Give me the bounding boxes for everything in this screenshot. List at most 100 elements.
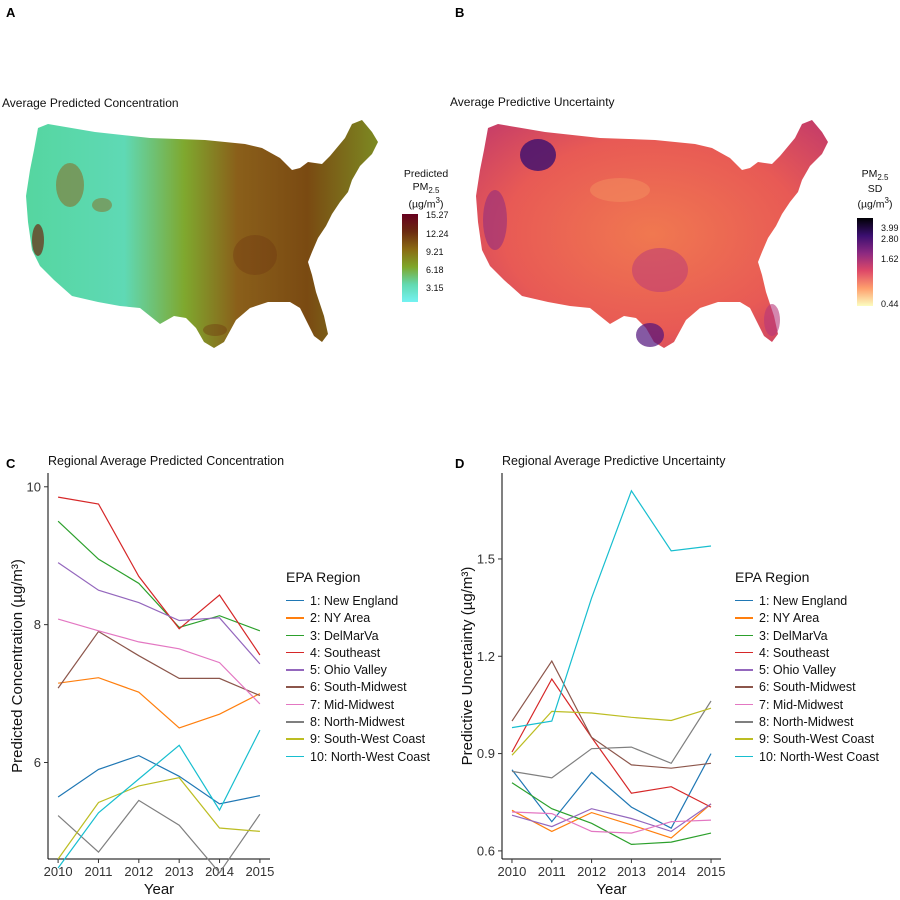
colorbar-b-title-line3: (µg/m3) bbox=[852, 196, 898, 212]
series-line bbox=[511, 677, 712, 808]
x-tick-label: 2012 bbox=[577, 864, 606, 879]
legend-label: 1: New England bbox=[310, 594, 399, 608]
legend-label: 9: South-West Coast bbox=[759, 732, 875, 747]
colorbar-a-title-line2: PM2.5 bbox=[398, 181, 454, 196]
legend-label: 9: South-West Coast bbox=[310, 732, 426, 747]
colorbar-b-tick: 3.99 bbox=[881, 223, 899, 233]
legend-item: 5: Ohio Valley bbox=[735, 662, 895, 679]
panel-letter-a: A bbox=[6, 5, 16, 20]
legend-item: 4: Southeast bbox=[735, 645, 895, 662]
series-line bbox=[511, 659, 712, 769]
legend-swatch bbox=[286, 651, 304, 654]
map-a-title: Average Predicted Concentration bbox=[2, 96, 179, 110]
map-b-title: Average Predictive Uncertainty bbox=[450, 95, 615, 109]
legend-swatch bbox=[735, 651, 753, 654]
x-tick-label: 2011 bbox=[538, 864, 566, 879]
legend-item: 2: NY Area bbox=[735, 610, 895, 627]
legend-label: 7: Mid-Midwest bbox=[310, 697, 395, 712]
legend-swatch bbox=[286, 617, 304, 619]
series-line bbox=[57, 630, 261, 697]
legend-item: 6: South-Midwest bbox=[286, 679, 446, 696]
colorbar-b-title-line1: PM2.5 bbox=[852, 168, 898, 183]
legend-c-title: EPA Region bbox=[286, 569, 361, 585]
legend-label: 4: Southeast bbox=[310, 645, 381, 660]
y-axis-title: Predictive Uncertainty (µg/m³) bbox=[459, 567, 476, 766]
chart-predicted-concentration: 2010 2011 2012 2013 2014 2015 6 8 10 Year Predicte… bbox=[9, 473, 274, 898]
legend-swatch bbox=[735, 721, 753, 723]
legend-swatch bbox=[286, 599, 304, 602]
legend-label: 10: North-West Coast bbox=[759, 749, 879, 764]
colorbar-b-pm: PM bbox=[861, 168, 878, 180]
colorbar-a-unit: (µg/m bbox=[408, 198, 436, 211]
legend-label: 5: Ohio Valley bbox=[310, 663, 387, 678]
legend-label: 10: North-West Coast bbox=[310, 749, 430, 764]
x-axis-title: Year bbox=[596, 881, 626, 898]
legend-label: 4: Southeast bbox=[759, 645, 830, 660]
colorbar-b-gradient bbox=[857, 218, 873, 306]
x-tick-label: 2014 bbox=[205, 864, 234, 879]
legend-item: 6: South-Midwest bbox=[735, 679, 895, 696]
legend-item: 10: North-West Coast bbox=[286, 749, 446, 766]
legend-item: 1: New England bbox=[286, 593, 446, 610]
colorbar-b-close: ) bbox=[889, 198, 893, 211]
legend-swatch bbox=[735, 738, 753, 740]
colorbar-b-title: PM2.5 SD (µg/m3) bbox=[852, 168, 898, 212]
x-tick-label: 2014 bbox=[657, 864, 686, 879]
series-line bbox=[57, 618, 261, 705]
colorbar-b-unit: (µg/m bbox=[857, 198, 885, 211]
x-tick-label: 2011 bbox=[84, 864, 112, 879]
legend-label: 2: NY Area bbox=[310, 611, 371, 626]
legend-label: 6: South-Midwest bbox=[310, 680, 407, 695]
y-tick-label: 1.5 bbox=[477, 551, 495, 566]
colorbar-a-tick: 12.24 bbox=[426, 229, 449, 239]
colorbar-a-gradient bbox=[402, 214, 418, 302]
series-line bbox=[511, 707, 712, 756]
legend-swatch bbox=[286, 686, 304, 688]
legend-swatch bbox=[735, 617, 753, 619]
colorbar-b-ticks: 3.99 2.80 1.62 0.44 bbox=[875, 218, 900, 309]
y-tick-label: 8 bbox=[34, 617, 41, 632]
x-tick-label: 2010 bbox=[44, 864, 73, 879]
legend-swatch bbox=[735, 755, 753, 758]
legend-item: 8: North-Midwest bbox=[286, 714, 446, 731]
chart-predictive-uncertainty: 2010 2011 2012 2013 2014 2015 0.6 0.9 1.2 1.5 Year… bbox=[459, 473, 726, 898]
series-line bbox=[511, 811, 712, 834]
colorbar-b-sup: 3 bbox=[884, 196, 889, 206]
y-tick-label: 10 bbox=[27, 479, 41, 494]
legend-d-title: EPA Region bbox=[735, 569, 810, 585]
legend-swatch bbox=[735, 599, 753, 602]
legend-c: EPA Region 1: New England 2: NY Area 3: De… bbox=[286, 569, 446, 766]
y-tick-label: 0.6 bbox=[477, 843, 495, 858]
series-line bbox=[57, 729, 261, 869]
colorbar-a-tick: 9.21 bbox=[426, 247, 444, 257]
chart-c-title: Regional Average Predicted Concentration bbox=[48, 454, 285, 468]
x-tick-label: 2015 bbox=[697, 864, 726, 879]
legend-item: 5: Ohio Valley bbox=[286, 662, 446, 679]
colorbar-a-sup: 3 bbox=[435, 196, 440, 206]
legend-item: 2: NY Area bbox=[286, 610, 446, 627]
legend-swatch bbox=[735, 703, 753, 706]
series-line bbox=[511, 803, 712, 833]
legend-swatch bbox=[286, 669, 304, 671]
colorbar-b-tick: 2.80 bbox=[881, 234, 899, 244]
colorbar-a-ticks: 15.27 12.24 9.21 6.18 3.15 bbox=[420, 210, 460, 302]
legend-label: 8: North-Midwest bbox=[759, 715, 854, 730]
legend-label: 7: Mid-Midwest bbox=[759, 697, 844, 712]
colorbar-b-tick: 1.62 bbox=[881, 254, 899, 264]
legend-swatch bbox=[286, 634, 304, 637]
colorbar-a-title-line3: (µg/m3) bbox=[398, 196, 454, 212]
colorbar-a-close: ) bbox=[440, 198, 444, 211]
legend-d-items: 1: New England 2: NY Area 3: DelMarVa 4: So… bbox=[735, 593, 895, 766]
y-tick-label: 6 bbox=[34, 755, 41, 770]
legend-swatch bbox=[286, 738, 304, 740]
legend-swatch bbox=[286, 703, 304, 706]
legend-item: 10: North-West Coast bbox=[735, 749, 895, 766]
series-line bbox=[57, 777, 260, 860]
series-line bbox=[511, 489, 712, 729]
legend-label: 6: South-Midwest bbox=[759, 680, 856, 695]
legend-label: 8: North-Midwest bbox=[310, 715, 405, 730]
series-line bbox=[57, 799, 261, 874]
colorbar-a-title-line1: Predicted bbox=[403, 168, 449, 180]
legend-swatch bbox=[286, 721, 304, 723]
y-tick-label: 1.2 bbox=[477, 649, 495, 664]
